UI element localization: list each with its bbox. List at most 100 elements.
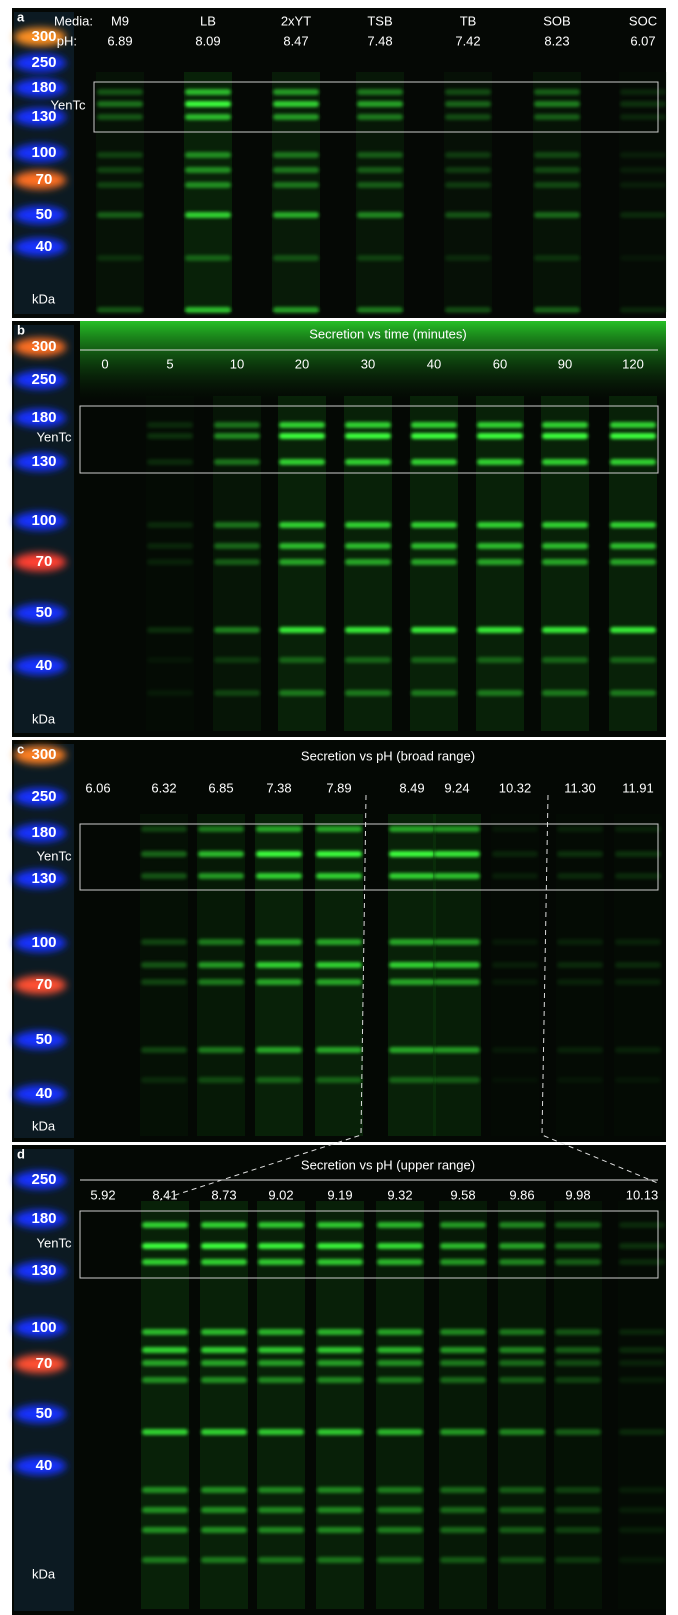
gel-band	[445, 101, 491, 107]
lane-label: 2xYT	[281, 13, 311, 28]
gel-band	[201, 1360, 247, 1366]
marker-label: 130	[31, 1262, 56, 1279]
gel-band	[620, 89, 666, 95]
gel-band	[185, 152, 231, 158]
gel-band	[610, 433, 656, 439]
gel-band	[389, 1047, 435, 1053]
gel-band	[555, 1243, 601, 1249]
gel-band	[198, 826, 244, 832]
gel-band	[534, 89, 580, 95]
panel-letter: a	[17, 9, 25, 24]
lane-ph: 8.23	[544, 33, 569, 48]
lane-smear	[184, 72, 232, 312]
gel-band	[345, 690, 391, 696]
gel-band	[492, 939, 538, 945]
gel-band	[214, 690, 260, 696]
gel-band	[258, 1243, 304, 1249]
gel-band	[440, 1507, 486, 1513]
gel-band	[317, 1243, 363, 1249]
marker-label: 300	[31, 338, 56, 355]
gel-band	[214, 422, 260, 428]
gel-band	[317, 1360, 363, 1366]
gel-band	[534, 167, 580, 173]
lane-label: 7.38	[266, 780, 291, 795]
gel-band	[440, 1487, 486, 1493]
gel-band	[279, 559, 325, 565]
gel-band	[615, 851, 661, 857]
gel-band	[557, 939, 603, 945]
marker-label: 100	[31, 144, 56, 161]
gel-band	[279, 543, 325, 549]
gel-band	[97, 152, 143, 158]
lane-smear	[272, 72, 320, 312]
marker-label: 50	[36, 604, 53, 621]
gel-band	[377, 1259, 423, 1265]
marker-label: 100	[31, 512, 56, 529]
gel-band	[214, 459, 260, 465]
gel-band	[615, 939, 661, 945]
gel-band	[542, 522, 588, 528]
gel-band	[555, 1507, 601, 1513]
gel-band	[445, 152, 491, 158]
gel-band	[201, 1243, 247, 1249]
gel-band	[147, 690, 193, 696]
marker-label: 250	[31, 54, 56, 71]
gel-band	[499, 1557, 545, 1563]
gel-band	[477, 422, 523, 428]
marker-label: 250	[31, 1171, 56, 1188]
gel-band	[256, 962, 302, 968]
marker-label: 70	[36, 1355, 53, 1372]
gel-band	[477, 627, 523, 633]
gel-band	[377, 1222, 423, 1228]
box-label: YenTc	[51, 97, 86, 112]
gel-band	[97, 255, 143, 261]
marker-label: 50	[36, 1405, 53, 1422]
lane-ph: 8.47	[283, 33, 308, 48]
panel-title: Secretion vs time (minutes)	[309, 326, 467, 341]
gel-band	[492, 873, 538, 879]
gel-band	[316, 962, 362, 968]
gel-band	[534, 255, 580, 261]
gel-band	[357, 89, 403, 95]
gel-band	[256, 826, 302, 832]
marker-label: 300	[31, 28, 56, 45]
gel-band	[357, 167, 403, 173]
gel-band	[620, 182, 666, 188]
gel-band	[142, 1243, 188, 1249]
gel-band	[345, 422, 391, 428]
gel-band	[445, 212, 491, 218]
gel-band	[411, 559, 457, 565]
gel-band	[615, 1047, 661, 1053]
gel-band	[141, 939, 187, 945]
lane-label: TSB	[367, 13, 392, 28]
gel-band	[620, 101, 666, 107]
gel-band	[201, 1377, 247, 1383]
gel-band	[492, 851, 538, 857]
gel-band	[185, 182, 231, 188]
gel-band	[534, 152, 580, 158]
gel-band	[141, 979, 187, 985]
lane-label: 9.98	[565, 1187, 590, 1202]
gel-band	[610, 690, 656, 696]
lane-label: 11.30	[564, 780, 596, 795]
gel-band	[542, 543, 588, 549]
gel-band	[185, 101, 231, 107]
marker-label: 130	[31, 870, 56, 887]
box-label: YenTc	[37, 848, 72, 863]
marker-label: 300	[31, 746, 56, 763]
gel-band	[542, 422, 588, 428]
gel-band	[256, 1077, 302, 1083]
lane-label: M9	[111, 13, 129, 28]
lane-label: 8.41	[152, 1187, 177, 1202]
gel-band	[141, 962, 187, 968]
gel-band	[273, 182, 319, 188]
gel-band	[357, 101, 403, 107]
gel-band	[555, 1360, 601, 1366]
gel-band	[273, 114, 319, 120]
lane-label: 6.06	[85, 780, 110, 795]
gel-band	[555, 1329, 601, 1335]
gel-band	[258, 1360, 304, 1366]
lane-label: 9.24	[444, 780, 469, 795]
gel-band	[610, 543, 656, 549]
lane-label: 30	[361, 356, 375, 371]
